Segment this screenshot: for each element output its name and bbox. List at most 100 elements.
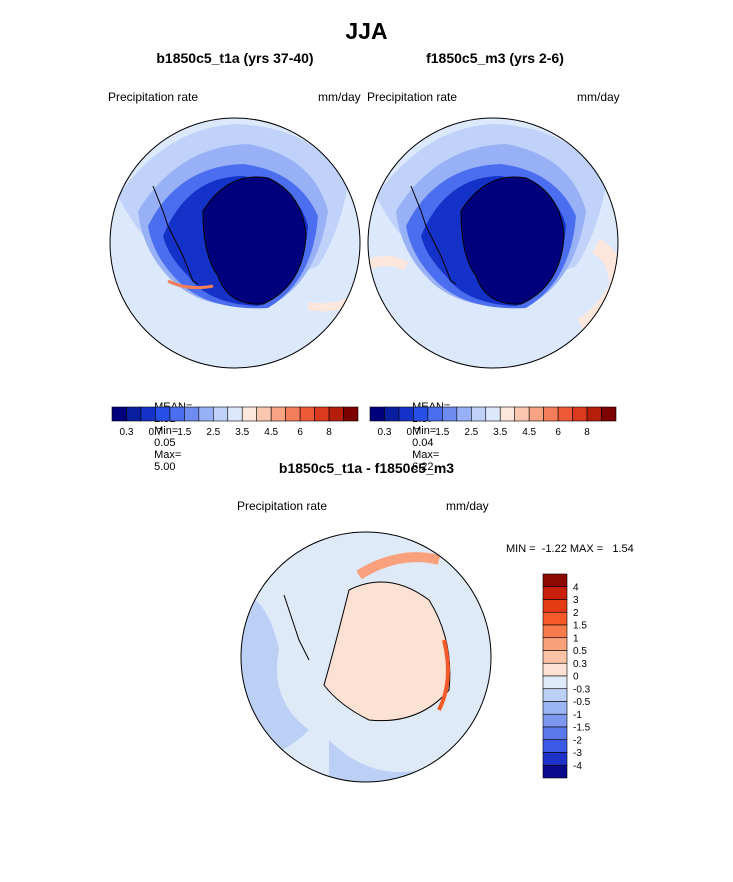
diff-colorbar-tick-label: 1.5 [573,621,587,632]
diff-colorbar-swatch [542,611,568,626]
diff-colorbar-swatch [542,726,568,741]
diff-panel-title: b1850c5_t1a - f1850c5_m3 [278,460,455,476]
right-colorbar: 0.3 0.7 1.5 2.5 3.5 4.5 6 8 [369,406,617,438]
left-colorbar-swatch [227,406,243,422]
right-colorbar-swatch [470,406,487,422]
left-colorbar-swatch [198,406,214,422]
right-stats-max: 6.22 [412,461,434,473]
right-colorbar-swatch [528,406,544,422]
right-variable-label: Precipitation rate [367,90,458,104]
diff-colorbar-swatch [542,675,568,690]
left-colorbar-swatch [169,406,185,422]
diff-colorbar-swatch [542,573,568,588]
right-polar-map [367,117,619,369]
left-colorbar-swatch [270,406,286,422]
left-colorbar-swatch [343,406,359,422]
diff-colorbar-swatch [542,701,568,715]
right-colorbar-swatch [456,406,472,422]
right-colorbar-tick-label: 1.5 [435,427,449,438]
diff-colorbar-swatch [542,752,568,766]
right-stats-min: 0.04 [412,437,434,449]
diff-colorbar-tick-label: 0.3 [573,659,587,670]
left-colorbar-tick-label: 0.7 [148,427,162,438]
left-colorbar-swatch [314,406,330,422]
diff-colorbar-tick-label: 0 [573,672,579,683]
right-colorbar-swatch [427,406,443,422]
right-colorbar-tick-label: 0.7 [406,427,420,438]
left-polar-map [109,117,361,369]
left-variable-label: Precipitation rate [108,90,199,104]
left-colorbar-tick-label: 4.5 [264,427,278,438]
diff-colorbar-tick-label: -3 [573,748,582,759]
diff-colorbar-swatch [542,637,568,651]
left-colorbar-swatch [111,406,127,422]
right-colorbar-swatch [572,406,588,422]
left-stats-max: 5.00 [154,461,176,473]
left-colorbar-swatch [256,406,272,422]
right-colorbar-tick-label: 6 [555,427,561,438]
diff-colorbar-tick-label: 0.5 [573,646,587,657]
left-colorbar-swatch [285,406,301,422]
diff-colorbar-swatch [542,599,568,613]
left-colorbar-swatch [140,406,156,422]
right-colorbar-tick-label: 3.5 [493,427,507,438]
right-colorbar-swatch [499,406,516,422]
left-colorbar-tick-label: 3.5 [235,427,249,438]
left-colorbar-swatch [212,406,229,422]
right-colorbar-tick-label: 2.5 [464,427,478,438]
diff-colorbar-swatch [542,764,568,779]
diff-min-max: MIN = -1.22 MAX = 1.54 [506,543,634,555]
diff-colorbar-tick-label: -4 [573,761,582,772]
right-colorbar-swatch [601,406,617,422]
left-colorbar-swatch [241,406,258,422]
right-colorbar-tick-label: 8 [584,427,590,438]
diff-polar-map [240,531,492,783]
left-stats-min-label: Min= [154,425,179,437]
diff-colorbar-tick-label: 4 [573,582,579,593]
left-units-label: mm/day [318,90,361,104]
left-colorbar-swatch [328,406,344,422]
diff-colorbar-swatch [542,688,568,702]
left-colorbar-tick-label: 6 [297,427,303,438]
figure-title: JJA [345,18,388,44]
right-colorbar-swatch [369,406,385,422]
right-colorbar-tick-label: 4.5 [522,427,536,438]
right-colorbar-swatch [586,406,602,422]
left-colorbar-tick-label: 8 [326,427,332,438]
right-colorbar-swatch [543,406,559,422]
left-stats-min: 0.05 [154,437,176,449]
right-colorbar-swatch [413,406,429,422]
diff-colorbar-tick-label: 2 [573,608,579,619]
right-units-label: mm/day [577,90,620,104]
diff-colorbar-swatch [542,662,568,677]
right-colorbar-tick-label: 0.3 [378,427,392,438]
diff-colorbar-swatch [542,739,568,753]
right-colorbar-swatch [384,406,400,422]
diff-colorbar-tick-label: 3 [573,595,579,606]
left-colorbar: 0.3 0.7 1.5 2.5 3.5 4.5 6 8 [111,406,359,438]
diff-colorbar-swatch [542,713,568,728]
right-colorbar-swatch [398,406,414,422]
right-panel-title: f1850c5_m3 (yrs 2-6) [426,50,564,66]
left-stats-max-label: Max= [154,449,182,461]
diff-colorbar-tick-label: -2 [573,735,582,746]
diff-colorbar-tick-label: -1.5 [573,723,591,734]
left-colorbar-swatch [299,406,315,422]
diff-variable-label: Precipitation rate [237,499,328,513]
diff-colorbar-tick-label: -0.3 [573,684,591,695]
right-stats-min-label: Min= [412,425,437,437]
left-colorbar-tick-label: 0.3 [120,427,134,438]
diff-colorbar-tick-label: -0.5 [573,697,591,708]
diff-colorbar-swatch [542,624,568,639]
diff-colorbar-swatch [542,650,568,664]
diff-colorbar: 4 3 2 1.51 0.5 0.3 0-0.3 -0.5 -1 -1.5-2 -3 -4 [542,573,591,779]
diff-colorbar-tick-label: -1 [573,710,582,721]
left-colorbar-swatch [126,406,142,422]
left-colorbar-tick-label: 1.5 [177,427,191,438]
diff-colorbar-tick-label: 1 [573,633,579,644]
right-colorbar-swatch [514,406,530,422]
left-colorbar-swatch [155,406,171,422]
right-colorbar-swatch [485,406,501,422]
diff-units-label: mm/day [446,499,489,513]
right-colorbar-swatch [442,406,458,422]
